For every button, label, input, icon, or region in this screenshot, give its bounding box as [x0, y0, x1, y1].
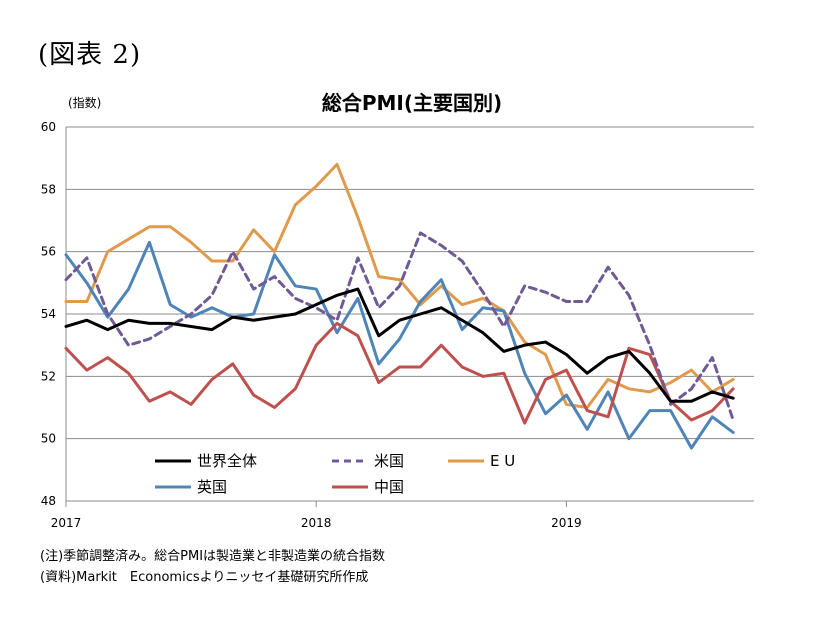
chart-axes — [65, 127, 754, 507]
y-axis-tick-labels: 48 50 52 54 56 58 60 — [41, 120, 56, 508]
series-line — [64, 321, 735, 425]
chart-title: 総合PMI(主要国別) — [322, 91, 502, 115]
y-tick-label: 52 — [41, 369, 56, 383]
figure-label: (図表 2) — [38, 40, 142, 70]
chart-gridlines — [66, 126, 754, 502]
legend-label: 英国 — [197, 478, 227, 496]
footnote-note: (注)季節調整済み。総合PMIは製造業と非製造業の統合指数 — [40, 549, 386, 564]
chart-series-lines — [64, 162, 735, 450]
legend-label: E U — [490, 452, 515, 470]
y-tick-label: 58 — [41, 182, 56, 196]
chart-legend: 世界全体 米国 E U 英国 中国 — [155, 452, 515, 496]
legend-label: 米国 — [374, 452, 404, 470]
y-tick-label: 50 — [41, 432, 56, 446]
x-tick-label: 2017 — [51, 516, 82, 530]
y-tick-label: 56 — [41, 245, 56, 259]
legend-label: 中国 — [374, 478, 404, 496]
x-axis-tick-labels: 2017 2018 2019 — [51, 516, 582, 530]
series-line — [64, 231, 735, 422]
series-line — [64, 240, 735, 450]
x-tick-label: 2019 — [551, 516, 582, 530]
y-tick-label: 54 — [41, 307, 56, 321]
x-tick-label: 2018 — [301, 516, 332, 530]
footnote-source: (資料)Markit Economicsよりニッセイ基礎研究所作成 — [40, 570, 369, 585]
y-tick-label: 48 — [41, 494, 56, 508]
y-tick-label: 60 — [41, 120, 56, 134]
series-line — [64, 287, 735, 403]
y-axis-unit-label: (指数) — [68, 95, 101, 110]
series-line — [64, 162, 735, 409]
legend-label: 世界全体 — [197, 452, 257, 470]
